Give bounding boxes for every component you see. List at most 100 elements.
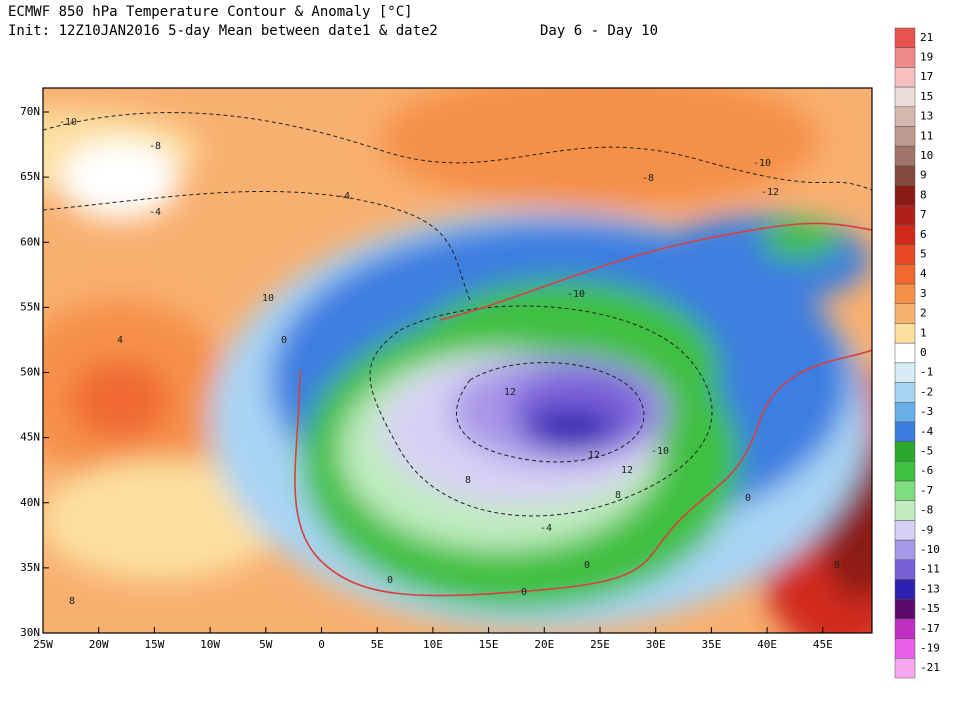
title: ECMWF 850 hPa Temperature Contour & Anom…	[8, 4, 413, 20]
colorbar-swatch	[894, 47, 916, 68]
lat-label: 50N	[20, 366, 40, 379]
lon-label: 5W	[259, 638, 273, 651]
colorbar-label: 5	[920, 248, 927, 261]
lon-label: 15E	[479, 638, 499, 651]
contour-label: 8	[615, 490, 621, 501]
colorbar-label: -19	[920, 641, 940, 654]
contour-label: 8	[834, 560, 840, 571]
colorbar-label: 10	[920, 149, 933, 162]
colorbar-swatch	[894, 185, 916, 206]
colorbar-label: 21	[920, 31, 933, 44]
lat-label: 60N	[20, 235, 40, 248]
colorbar-label: -6	[920, 464, 933, 477]
colorbar-swatch	[894, 520, 916, 541]
period: Day 6 - Day 10	[540, 23, 658, 39]
colorbar-swatch	[894, 500, 916, 521]
lon-label: 45E	[813, 638, 833, 651]
contour-label: 8	[69, 596, 75, 607]
lat-label: 55N	[20, 300, 40, 313]
colorbar-swatch	[894, 126, 916, 147]
subtitle: Init: 12Z10JAN2016 5-day Mean between da…	[8, 23, 438, 39]
colorbar-swatch	[894, 27, 916, 48]
colorbar-swatch	[894, 67, 916, 88]
contour-label: 0	[387, 575, 393, 586]
lat-label: 45N	[20, 431, 40, 444]
colorbar-swatch	[894, 264, 916, 285]
colorbar-label: -1	[920, 366, 933, 379]
colorbar-swatch	[894, 421, 916, 442]
lon-label: 40E	[757, 638, 777, 651]
lat-label: 35N	[20, 561, 40, 574]
colorbar-label: -13	[920, 582, 940, 595]
contour-label: 12	[621, 465, 633, 476]
contour-label: 4	[117, 335, 123, 346]
colorbar: 211917151311109876543210-1-2-3-4-5-6-7-8…	[894, 27, 940, 679]
colorbar-label: 0	[920, 346, 927, 359]
colorbar-label: 11	[920, 129, 933, 142]
colorbar-swatch	[894, 618, 916, 639]
lat-label: 40N	[20, 496, 40, 509]
lon-label: 25E	[590, 638, 610, 651]
zero-contour	[294, 222, 872, 597]
lat-label: 70N	[20, 105, 40, 118]
field-shading	[43, 88, 872, 633]
contour-label: -8	[642, 173, 654, 184]
colorbar-label: -10	[920, 543, 940, 556]
contour-label: -10	[567, 289, 585, 300]
colorbar-swatch	[894, 323, 916, 344]
colorbar-swatch	[894, 559, 916, 580]
lat-label: 30N	[20, 626, 40, 639]
contour-label: -4	[149, 207, 161, 218]
colorbar-label: -8	[920, 504, 933, 517]
contour-label: 12	[504, 387, 516, 398]
contour-label: 0	[521, 587, 527, 598]
colorbar-label: 6	[920, 228, 927, 241]
colorbar-swatch	[894, 244, 916, 265]
lon-label: 35E	[701, 638, 721, 651]
colorbar-label: 2	[920, 307, 927, 320]
lon-label: 15W	[144, 638, 164, 651]
colorbar-swatch	[894, 658, 916, 679]
lat-label: 65N	[20, 170, 40, 183]
colorbar-swatch	[894, 342, 916, 364]
colorbar-swatch	[894, 283, 916, 305]
colorbar-label: 1	[920, 326, 927, 339]
colorbar-swatch	[894, 205, 916, 226]
anomaly-field	[43, 88, 872, 633]
colorbar-label: -4	[920, 425, 934, 438]
colorbar-swatch	[894, 86, 916, 108]
lon-label: 5E	[371, 638, 384, 651]
contour-label: 0	[281, 335, 287, 346]
colorbar-label: -15	[920, 602, 940, 615]
colorbar-swatch	[894, 145, 916, 167]
colorbar-swatch	[894, 362, 916, 383]
colorbar-swatch	[894, 638, 916, 659]
contour-label: -10	[59, 117, 77, 128]
colorbar-label: 7	[920, 208, 927, 221]
contour-label: -12	[761, 187, 779, 198]
colorbar-swatch	[894, 303, 916, 324]
contours	[43, 112, 872, 517]
contour-label: -10	[753, 158, 771, 169]
colorbar-label: -3	[920, 405, 933, 418]
contour-label: -10	[651, 446, 669, 457]
contour-label: 10	[262, 293, 274, 304]
contour-labels: -10 -8 -4 -4 4 10 0 -10 12 12 12 -10 -8 -10 -12 8 8 -4 0 0 0…	[59, 117, 840, 607]
colorbar-label: 19	[920, 51, 933, 64]
colorbar-label: -11	[920, 563, 940, 576]
contour-label: -4	[338, 191, 350, 202]
colorbar-label: 15	[920, 90, 933, 103]
map-frame	[42, 87, 873, 634]
lon-label: 10E	[423, 638, 443, 651]
colorbar-swatch	[894, 461, 916, 482]
colorbar-label: -9	[920, 523, 933, 536]
colorbar-label: -2	[920, 385, 933, 398]
lon-label: 20W	[89, 638, 109, 651]
contour-label: -4	[540, 523, 552, 534]
colorbar-swatch	[894, 579, 916, 600]
colorbar-swatch	[894, 539, 916, 561]
contour-label: -8	[149, 141, 161, 152]
colorbar-swatch	[894, 441, 916, 462]
contour-label: 0	[745, 493, 751, 504]
colorbar-label: 8	[920, 188, 927, 201]
